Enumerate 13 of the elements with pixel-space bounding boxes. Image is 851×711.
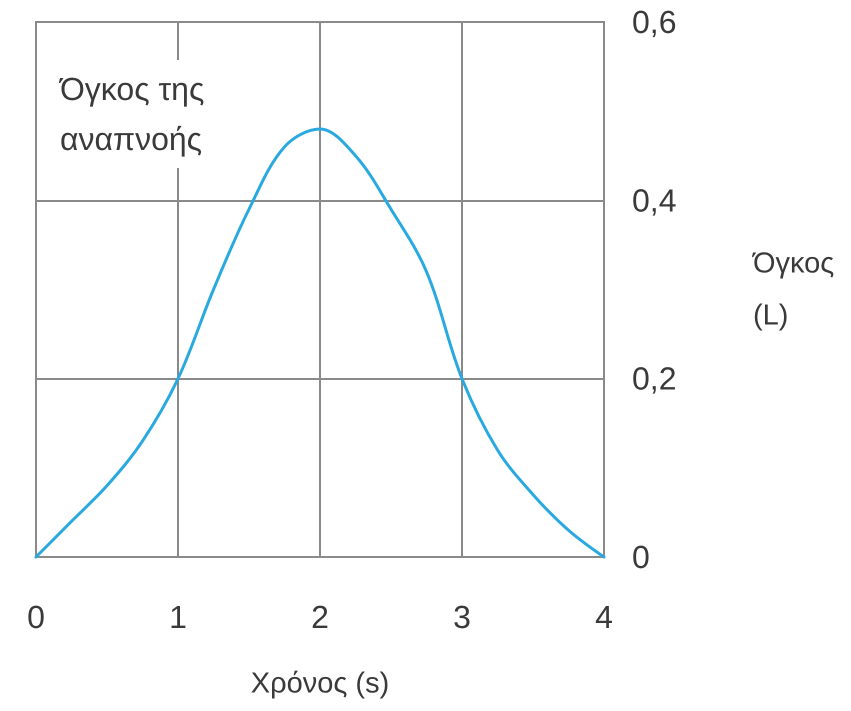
y-axis-title: Όγκος (L) (752, 248, 834, 332)
x-tick-label: 2 (311, 599, 329, 635)
y-tick-label: 0 (632, 539, 650, 575)
x-tick-label: 0 (27, 599, 45, 635)
x-tick-label: 3 (453, 599, 471, 635)
x-tick-label: 1 (169, 599, 187, 635)
y-tick-label: 0,4 (632, 182, 676, 218)
y-tick-label: 0,2 (632, 360, 676, 397)
line-series (34, 128, 606, 558)
y-tick-label: 0,6 (632, 4, 676, 40)
annotation: Όγκος της αναπνοής (58, 71, 204, 157)
x-axis-title: Χρόνος (s) (250, 668, 390, 700)
x-tick-label: 4 (595, 599, 613, 635)
